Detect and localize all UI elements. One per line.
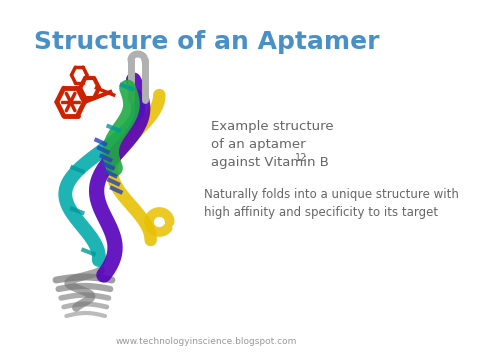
Text: Naturally folds into a unique structure with
high affinity and specificity to it: Naturally folds into a unique structure … xyxy=(204,188,459,219)
Text: www.technologyinscience.blogspot.com: www.technologyinscience.blogspot.com xyxy=(116,337,298,346)
Text: Structure of an Aptamer: Structure of an Aptamer xyxy=(34,30,380,54)
Text: Example structure
of an aptamer
against Vitamin B: Example structure of an aptamer against … xyxy=(211,120,334,169)
Text: 12: 12 xyxy=(295,153,307,163)
